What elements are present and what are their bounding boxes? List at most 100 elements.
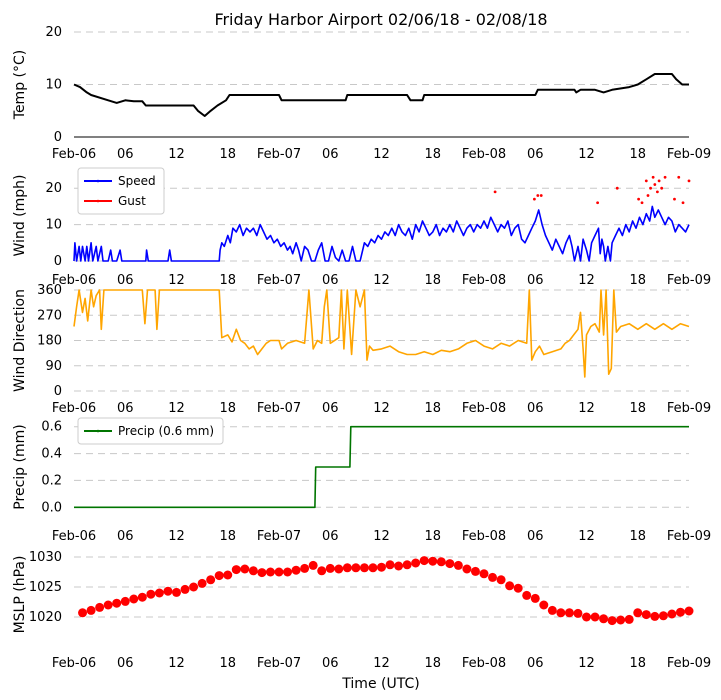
gust-point	[687, 179, 691, 183]
y-tick-label: 0.0	[41, 500, 62, 515]
data-point	[513, 583, 523, 593]
x-tick-label: Feb-09	[667, 401, 711, 416]
data-point	[530, 593, 540, 603]
gust-point	[539, 194, 543, 197]
panel-winddir: 0 90 180 270 360 Feb-06 06 12 18 Feb-07 06 12 18 Feb-…	[12, 283, 711, 416]
legend-marker	[96, 429, 100, 433]
data-point	[547, 605, 557, 615]
panel-mslp: 1020 1025 1030 Feb-06 06 12 18 Feb-07 06 12 18 Feb-…	[12, 550, 711, 671]
x-tick-label: Feb-07	[257, 656, 301, 671]
x-tick-label: Feb-06	[52, 656, 96, 671]
x-tick-label: Feb-06	[52, 273, 96, 288]
gust-point	[649, 186, 652, 190]
gust-point	[536, 194, 540, 197]
x-tick-label: 06	[322, 656, 339, 671]
y-axis-label: Wind (mph)	[12, 175, 28, 257]
gust-point	[673, 197, 676, 201]
legend-label: Precip (0.6 mm)	[118, 424, 214, 438]
x-tick-label: 12	[373, 401, 390, 416]
x-tick-label: 12	[373, 147, 390, 162]
data-point	[428, 556, 438, 566]
data-point	[172, 587, 181, 597]
x-tick-label: 06	[527, 529, 544, 544]
gust-point	[660, 186, 664, 190]
x-axis-label: Time (UTC)	[341, 676, 419, 692]
legend-box	[77, 167, 165, 215]
data-point	[231, 565, 241, 575]
data-point	[342, 563, 352, 573]
x-tick-label: 12	[578, 273, 595, 288]
data-point	[291, 565, 301, 575]
x-tick-label: Feb-08	[462, 401, 506, 416]
data-point	[300, 563, 310, 573]
panel-precip: 0.0 0.2 0.4 0.6 Feb-06 06 12 18 Feb-07 06 12 18 Feb-…	[12, 417, 711, 544]
data-point	[445, 559, 455, 569]
y-tick-label: 0.4	[41, 447, 62, 462]
data-point	[462, 564, 472, 574]
x-tick-label: 06	[117, 656, 134, 671]
y-tick-label: 0	[54, 254, 62, 269]
gust-point	[532, 197, 536, 201]
x-tick-label: 12	[578, 147, 595, 162]
data-point	[470, 566, 480, 576]
data-point	[573, 608, 583, 618]
x-tick-label: Feb-06	[52, 529, 96, 544]
data-point	[129, 594, 139, 604]
x-tick-label: Feb-06	[52, 147, 96, 162]
panel-wind: 0 10 20 Feb-06 06 12 18 Feb-07 06 12 18 Feb-08 06 12 1…	[12, 167, 711, 288]
data-point	[394, 561, 404, 571]
y-tick-label: 0	[54, 130, 62, 145]
x-tick-label: 18	[219, 656, 236, 671]
panel-temp: 0 10 20 Feb-06 06 12 18 Feb-07 06 12 18 Feb-08 06 12 1…	[12, 25, 711, 162]
x-tick-label: 06	[117, 147, 134, 162]
y-tick-label: 20	[45, 25, 62, 40]
gust-point	[655, 190, 659, 194]
data-point	[240, 564, 250, 574]
series-line-temp	[73, 73, 689, 117]
data-point	[214, 571, 224, 581]
y-tick-label: 0	[54, 384, 62, 399]
x-tick-label: 18	[424, 656, 441, 671]
legend-label: Gust	[118, 194, 146, 208]
x-tick-label: 06	[322, 273, 339, 288]
data-point	[334, 564, 344, 574]
data-point	[633, 608, 643, 618]
x-tick-label: 06	[527, 656, 544, 671]
x-tick-label: 12	[373, 273, 390, 288]
gust-point	[640, 201, 644, 205]
data-point	[257, 568, 267, 578]
legend: Speed Gust	[77, 167, 165, 215]
x-tick-label: 18	[219, 529, 236, 544]
data-point	[223, 570, 233, 580]
gust-point	[651, 175, 655, 179]
data-point	[146, 589, 156, 599]
data-point	[368, 563, 378, 573]
data-point	[419, 556, 429, 566]
data-point	[488, 572, 498, 582]
y-tick-label: 20	[45, 181, 62, 196]
chart-title: Friday Harbor Airport 02/06/18 - 02/08/1…	[214, 10, 547, 29]
x-tick-label: 06	[117, 401, 134, 416]
x-tick-label: Feb-09	[667, 147, 711, 162]
series-line-precip-0-6-mm-	[74, 425, 689, 509]
data-point	[556, 608, 566, 618]
data-point	[308, 560, 318, 570]
x-tick-label: 12	[168, 273, 185, 288]
data-point	[582, 612, 591, 622]
series-line-speed	[73, 205, 690, 262]
y-tick-label: 0.2	[41, 473, 62, 488]
gust-point	[657, 179, 661, 183]
x-tick-label: Feb-06	[52, 401, 96, 416]
data-point	[539, 600, 549, 610]
x-tick-label: 18	[629, 273, 646, 288]
y-axis-label: Temp (°C)	[12, 50, 28, 120]
data-point	[180, 584, 190, 594]
data-point	[599, 614, 609, 624]
data-point	[377, 562, 386, 572]
x-tick-label: Feb-08	[462, 273, 506, 288]
y-tick-label: 0.6	[41, 420, 62, 435]
data-point	[641, 610, 651, 620]
gust-point	[653, 183, 657, 186]
x-tick-label: 12	[578, 529, 595, 544]
